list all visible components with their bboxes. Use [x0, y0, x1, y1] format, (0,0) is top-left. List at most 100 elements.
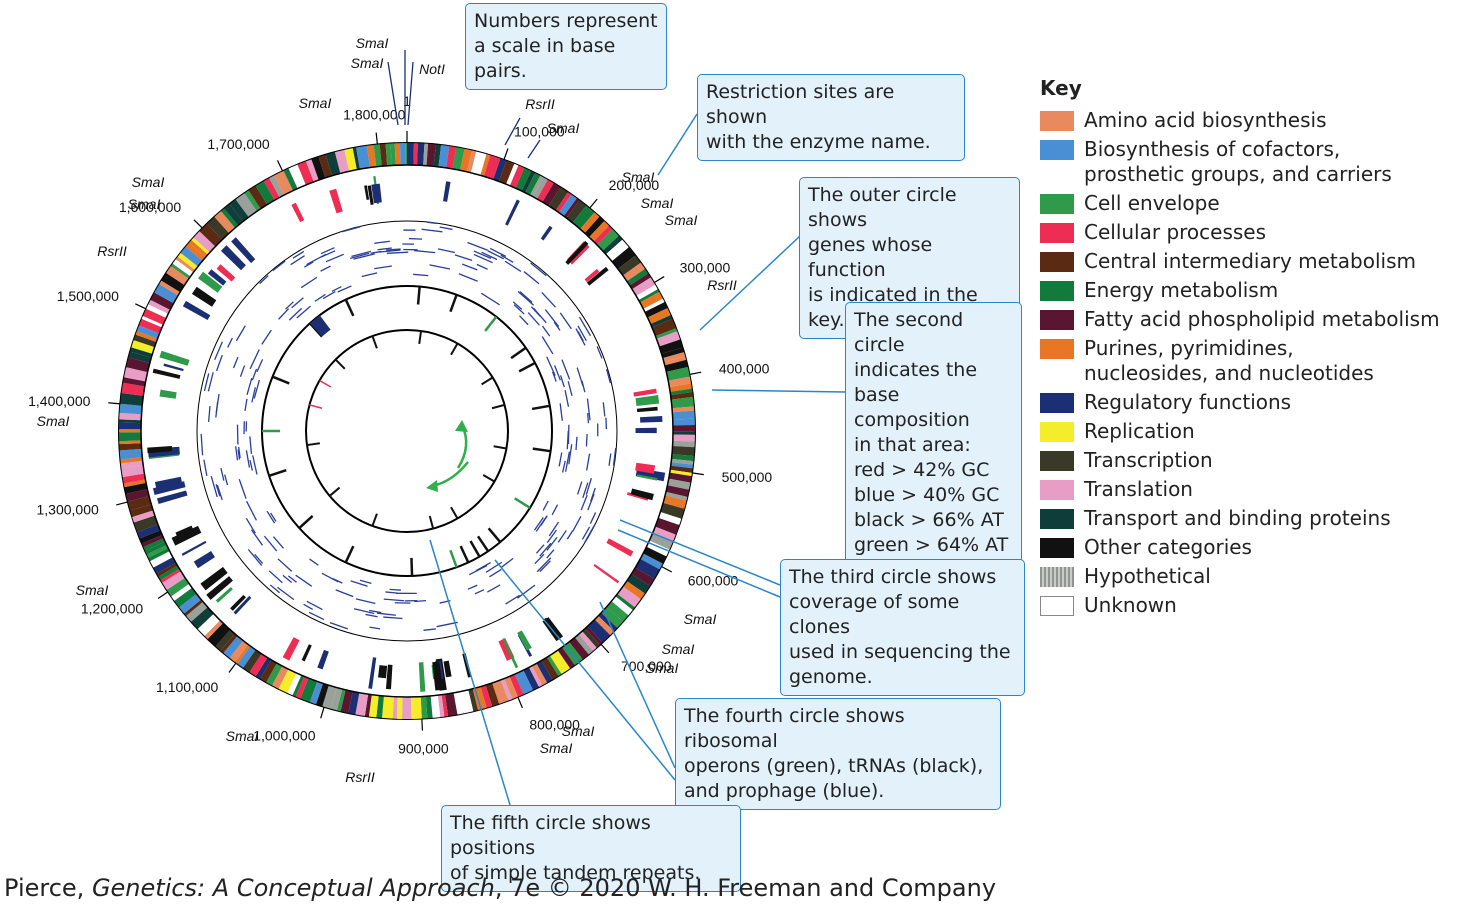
gene-stripe [368, 694, 379, 718]
gene-stripe [197, 613, 221, 636]
scale-label: 100,000 [514, 124, 565, 140]
gene-stripe [243, 649, 262, 673]
gene-stripe [531, 663, 548, 686]
restriction-site-label: SmaI [646, 660, 679, 676]
composition-bar [368, 657, 377, 689]
composition-bar [635, 395, 660, 406]
legend-label: Purines, pyrimidines, nucleosides, and n… [1084, 336, 1374, 385]
scale-label: 1,000,000 [253, 728, 315, 744]
clone-mark [237, 449, 241, 460]
clone-mark [278, 308, 290, 320]
gene-stripe [617, 255, 641, 276]
gene-stripe [160, 568, 181, 583]
gene-stripe [555, 192, 572, 213]
clone-mark [314, 293, 326, 302]
clone-mark [227, 337, 233, 348]
clone-mark [474, 589, 485, 595]
gene-stripe [521, 171, 535, 193]
clone-mark [561, 359, 571, 380]
clone-mark [517, 584, 536, 599]
clone-mark [277, 558, 293, 572]
gene-stripe [598, 612, 618, 632]
legend-swatch [1040, 480, 1074, 500]
gene-stripe [119, 448, 143, 460]
gene-stripe [132, 510, 155, 523]
scale-tick [600, 643, 610, 654]
second-ring-edge [196, 220, 618, 642]
gene-stripe [425, 695, 433, 719]
clone-mark [249, 459, 253, 471]
gene-stripe [161, 273, 185, 293]
restriction-site-label: SmaI [37, 413, 70, 429]
scale-tick [157, 591, 169, 599]
legend-item: Hypothetical [1040, 564, 1440, 589]
fourth-circle-tick [510, 346, 527, 360]
gene-stripe [660, 502, 685, 519]
callout-scale: Numbers represent a scale in base pairs. [465, 3, 667, 90]
clone-mark [238, 479, 247, 499]
gene-stripe [631, 567, 655, 586]
legend-swatch [1040, 567, 1074, 587]
clone-mark [546, 536, 558, 551]
gene-stripe [672, 440, 695, 448]
clone-mark [306, 253, 327, 266]
clone-mark [215, 484, 221, 497]
clone-mark [585, 478, 592, 495]
restriction-site-label: SmaI [299, 95, 332, 111]
scale-tick [660, 565, 673, 573]
gene-stripe [139, 318, 163, 334]
clone-mark [210, 475, 218, 498]
composition-bar [329, 188, 343, 214]
base-composition-ring [147, 176, 666, 692]
scale-tick [421, 718, 424, 731]
composition-bar [593, 564, 620, 584]
restriction-site-label: SmaI [132, 174, 165, 190]
clone-mark [534, 553, 545, 565]
clone-mark [548, 521, 560, 537]
gene-stripe [119, 429, 142, 433]
clone-mark [429, 264, 451, 270]
callout-leader [617, 529, 781, 598]
composition-bar [163, 363, 184, 372]
gene-stripe [589, 221, 610, 242]
gene-stripe [269, 175, 285, 198]
clone-mark [290, 255, 305, 266]
clone-mark [250, 529, 264, 546]
gene-stripe [611, 247, 636, 269]
clone-mark [244, 398, 248, 411]
clone-mark [564, 451, 571, 472]
callout-second-circle: The second circle indicates the base com… [845, 302, 1022, 564]
restriction-site-label: SmaI [226, 728, 259, 744]
clone-mark [519, 315, 529, 326]
gene-stripe [364, 694, 372, 717]
gene-stripe [500, 678, 513, 701]
restriction-site-label: NotI [419, 61, 445, 77]
gene-stripe [655, 517, 680, 535]
clone-mark [530, 306, 541, 317]
gene-stripe [532, 177, 548, 199]
legend-item: Central intermediary metabolism [1040, 249, 1440, 274]
composition-bar [317, 649, 329, 670]
callout-leader [711, 389, 846, 393]
clone-mark [288, 307, 303, 321]
restriction-site-label: SmaI [665, 212, 698, 228]
gene-stripe [119, 412, 142, 421]
clone-mark [535, 544, 545, 554]
gene-stripe [405, 143, 407, 166]
gene-stripe [148, 548, 170, 562]
gene-stripe [480, 685, 493, 708]
clone-mark [544, 309, 560, 327]
composition-bar [633, 388, 657, 397]
clone-mark [480, 292, 501, 306]
gene-stripe [325, 152, 341, 176]
clone-mark [586, 453, 591, 471]
gene-stripe [120, 393, 144, 406]
gene-stripe [584, 216, 605, 238]
clone-mark [386, 251, 409, 254]
tandem-repeat-marks [306, 330, 507, 529]
composition-bar [635, 462, 656, 474]
gene-stripe [670, 462, 694, 469]
gene-stripe [444, 692, 458, 717]
scale-label: 1,500,000 [57, 288, 119, 304]
gene-stripe [263, 178, 280, 201]
